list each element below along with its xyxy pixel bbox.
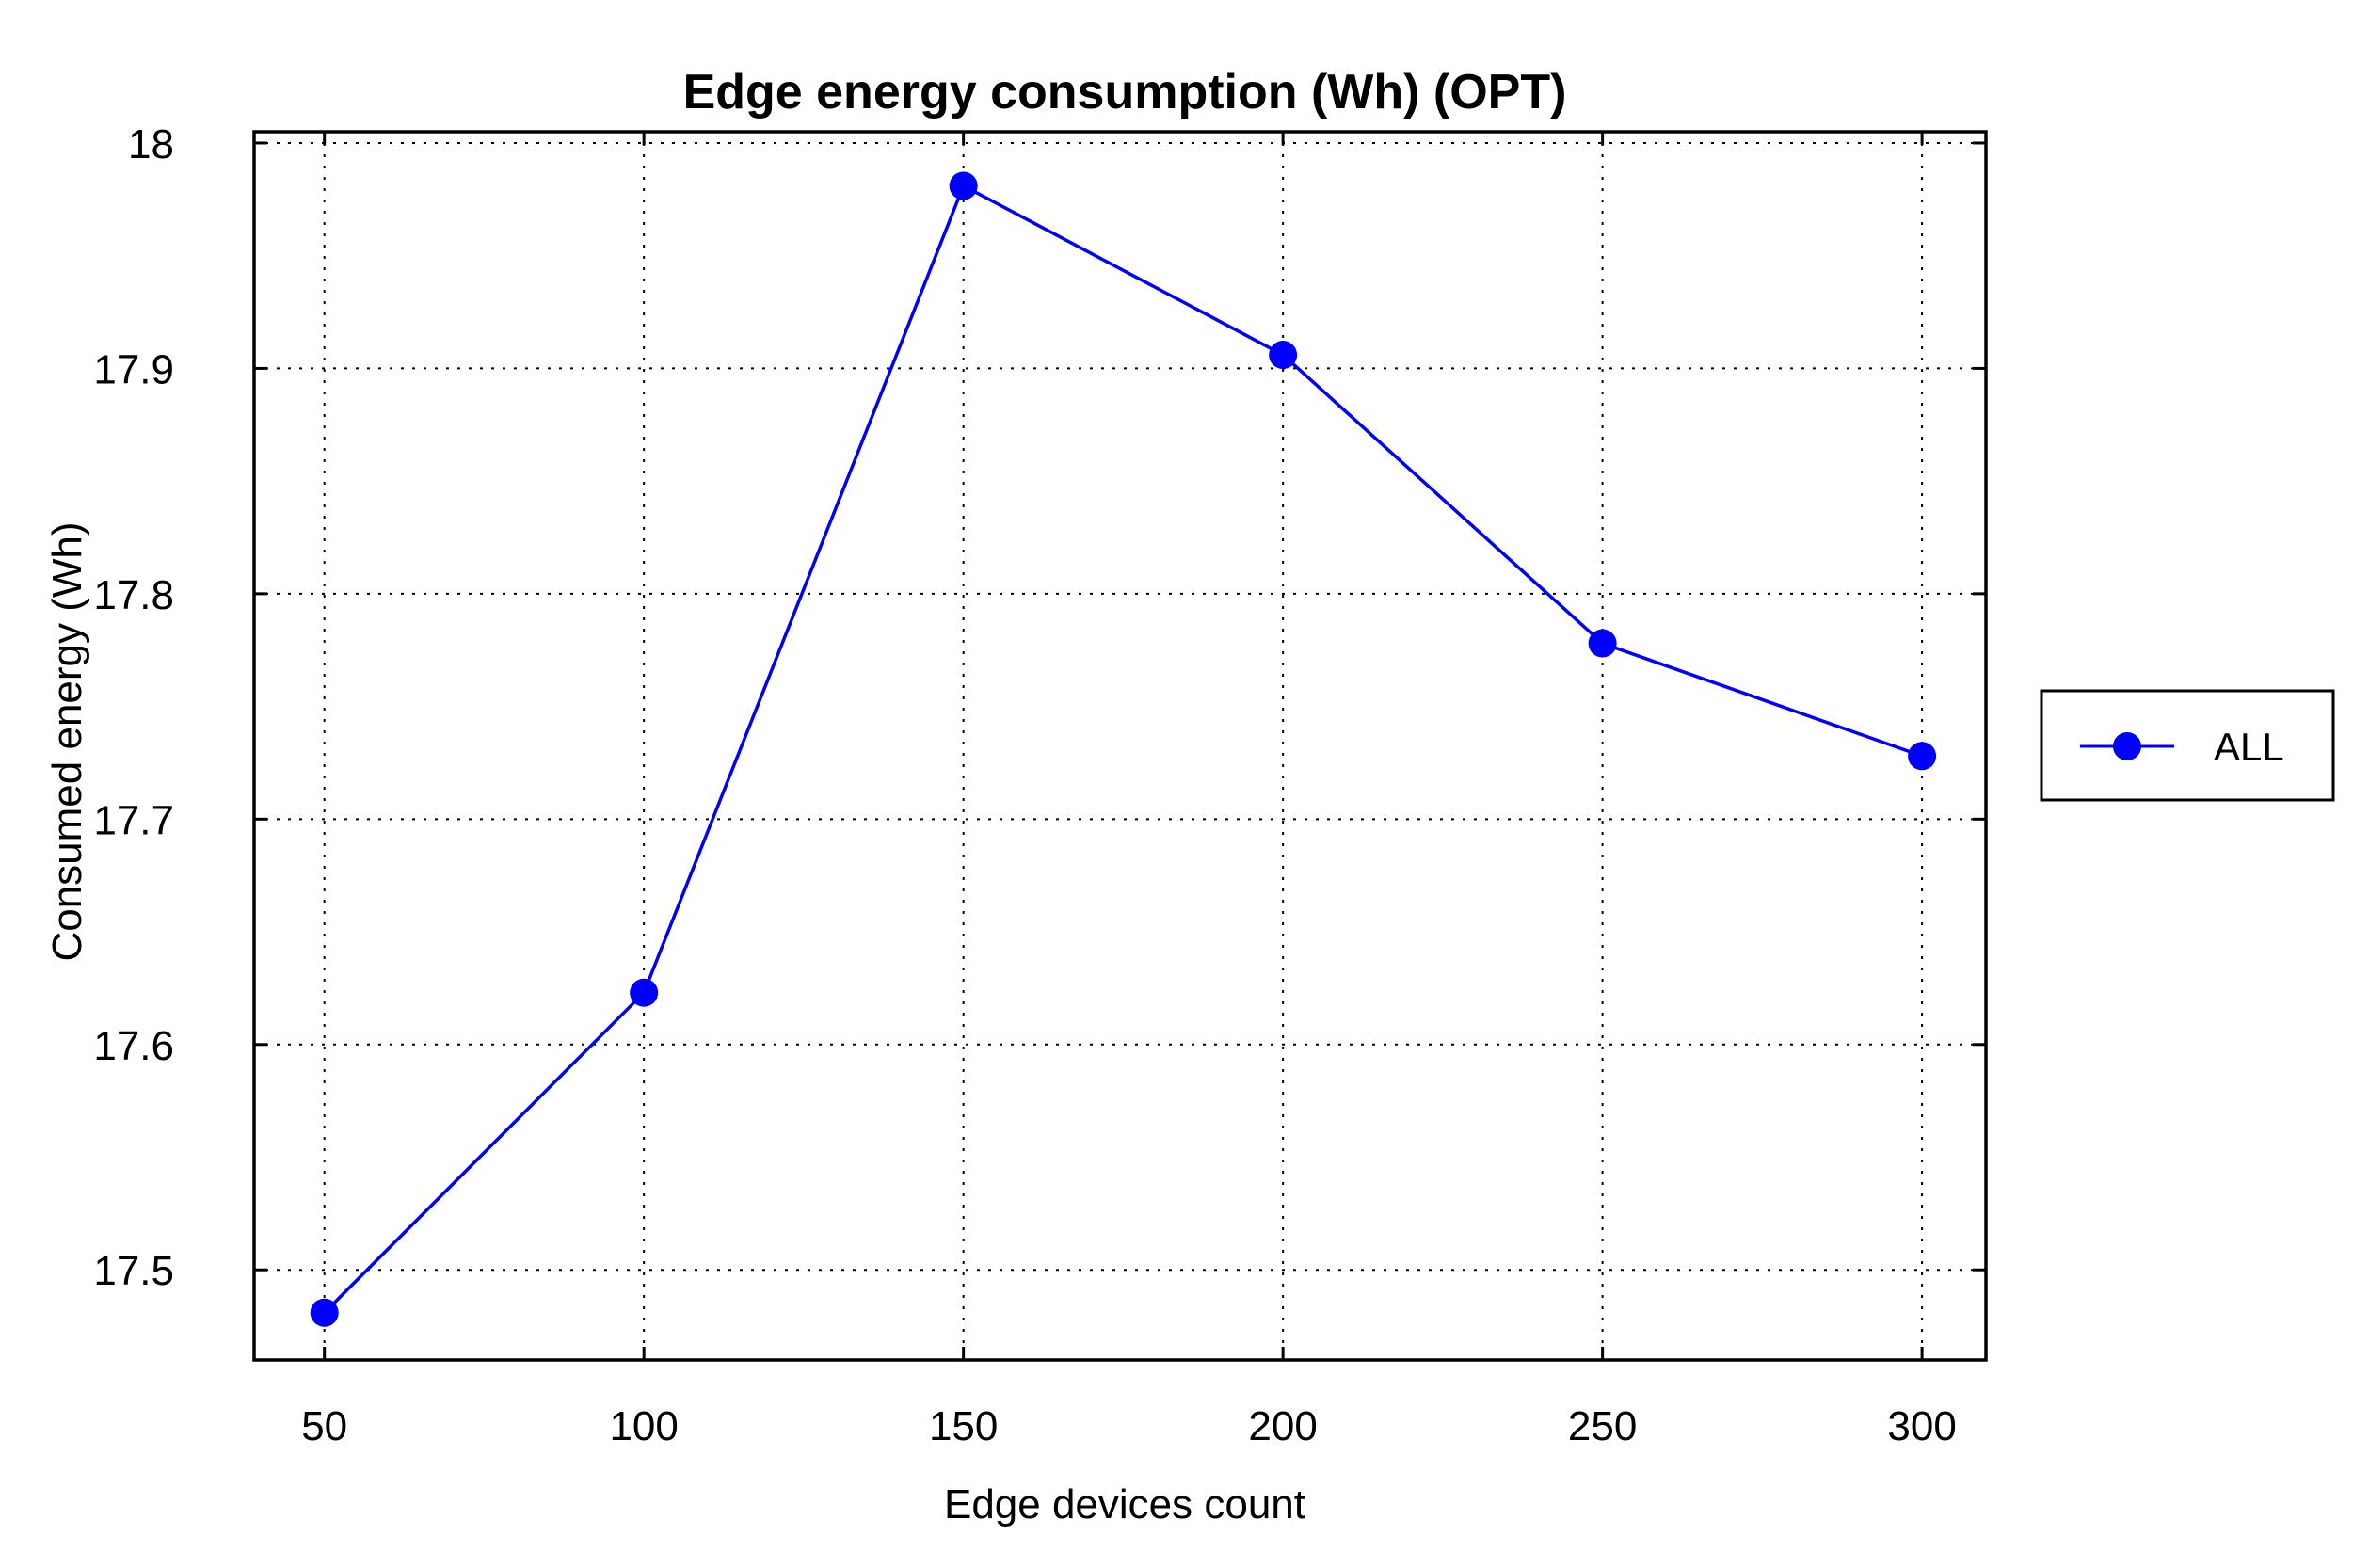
- chart-title: Edge energy consumption (Wh) (OPT): [683, 65, 1567, 120]
- x-axis-label: Edge devices count: [944, 1481, 1305, 1528]
- data-point: [1588, 629, 1617, 658]
- x-tick-label: 50: [301, 1403, 347, 1449]
- x-tick-label: 100: [609, 1403, 678, 1449]
- legend-marker-all: [2113, 732, 2141, 760]
- legend: ALL: [2040, 689, 2335, 802]
- x-tick-label: 250: [1568, 1403, 1637, 1449]
- y-tick-label: 17.7: [93, 797, 174, 843]
- data-point: [1269, 341, 1298, 370]
- y-tick-label: 18: [128, 121, 174, 168]
- data-point: [310, 1298, 339, 1327]
- y-tick-label: 17.9: [93, 346, 174, 392]
- x-tick-label: 200: [1248, 1403, 1317, 1449]
- series-layer: [310, 171, 1937, 1327]
- axis-ticks: 50 100 150 200 250 300 17.5 17.6 17.7 17.8 17.9 18: [93, 121, 1986, 1449]
- x-tick-label: 150: [929, 1403, 998, 1449]
- y-tick-label: 17.6: [93, 1023, 174, 1069]
- legend-label-all: ALL: [2214, 725, 2284, 769]
- data-point: [1908, 742, 1937, 771]
- data-point: [630, 978, 659, 1007]
- gridlines: [254, 132, 1986, 1360]
- series-line-all: [323, 184, 1923, 1314]
- y-axis-label: Consumed energy (Wh): [44, 521, 90, 961]
- y-tick-label: 17.5: [93, 1248, 174, 1294]
- data-point: [949, 171, 978, 200]
- x-tick-label: 300: [1887, 1403, 1956, 1449]
- plot-frame: [252, 130, 1988, 1362]
- y-tick-label: 17.8: [93, 572, 174, 618]
